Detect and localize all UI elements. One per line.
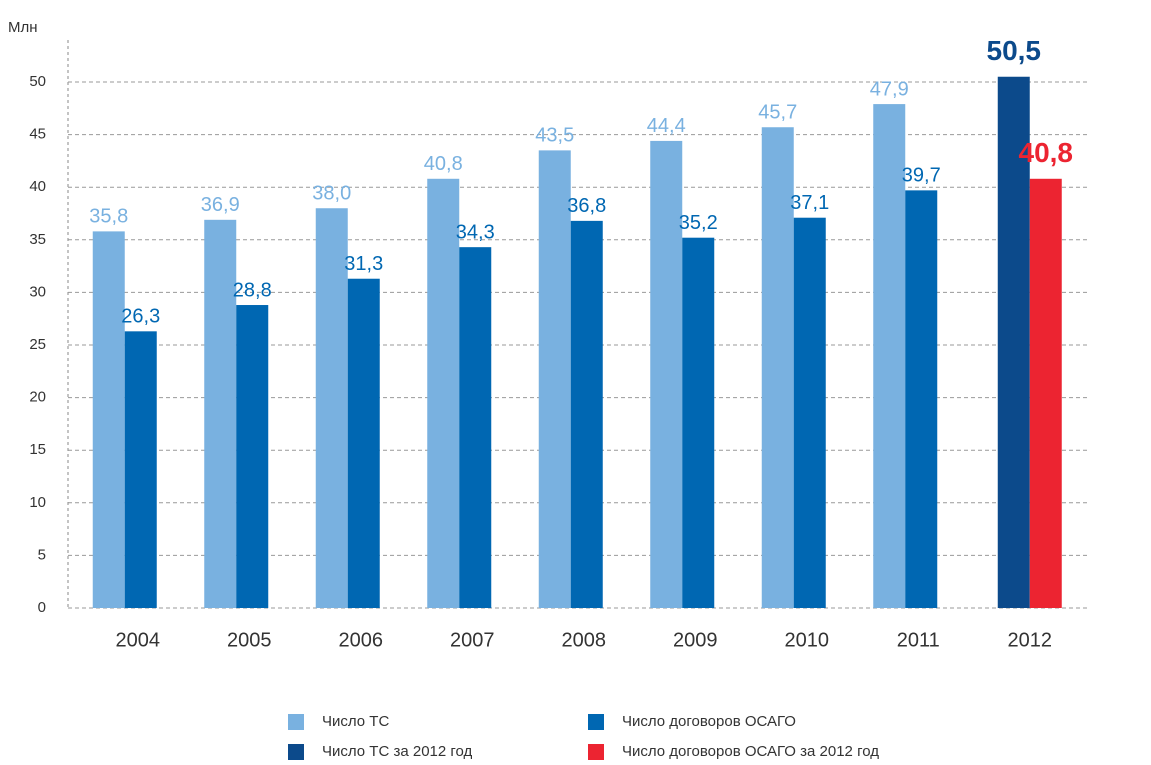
- y-axis-label: Млн: [8, 19, 38, 36]
- legend-label: Число ТС за 2012 год: [322, 743, 473, 760]
- y-tick-label: 5: [38, 546, 46, 563]
- bar: [905, 190, 938, 608]
- value-label: 40,8: [424, 153, 463, 175]
- value-label: 31,3: [344, 253, 383, 275]
- legend-swatch: [588, 744, 604, 760]
- bar: [793, 217, 826, 608]
- value-label: 35,2: [679, 212, 718, 234]
- x-tick-label: 2011: [897, 629, 940, 651]
- value-label: 40,8: [1019, 137, 1074, 168]
- value-label: 28,8: [233, 279, 272, 301]
- y-tick-label: 45: [29, 126, 46, 143]
- bar: [682, 237, 715, 609]
- x-tick-label: 2004: [116, 629, 161, 651]
- value-label: 47,9: [870, 78, 909, 100]
- value-label: 36,8: [567, 195, 606, 217]
- value-label: 45,7: [758, 102, 797, 124]
- legend-label: Число ТС: [322, 713, 389, 730]
- bar: [997, 76, 1030, 609]
- x-tick-label: 2006: [339, 629, 384, 651]
- legend-label: Число договоров ОСАГО: [622, 713, 796, 730]
- x-tick-label: 2007: [450, 629, 495, 651]
- legend-swatch: [288, 714, 304, 730]
- x-tick-label: 2010: [785, 629, 830, 651]
- y-tick-label: 25: [29, 336, 46, 353]
- y-tick-label: 40: [29, 178, 46, 195]
- value-label: 39,7: [902, 165, 941, 187]
- value-label: 26,3: [121, 306, 160, 328]
- x-tick-label: 2005: [227, 629, 272, 651]
- x-tick-label: 2012: [1008, 629, 1053, 651]
- bar: [1029, 178, 1062, 608]
- legend-swatch: [288, 744, 304, 760]
- value-label: 44,4: [647, 115, 686, 137]
- legend-swatch: [588, 714, 604, 730]
- bar: [347, 278, 380, 608]
- bar: [761, 127, 794, 609]
- bar: [459, 247, 492, 608]
- bar: [650, 140, 683, 609]
- y-tick-label: 35: [29, 231, 46, 248]
- value-label: 38,0: [312, 183, 351, 205]
- value-label: 43,5: [535, 125, 574, 147]
- value-label: 50,5: [987, 35, 1042, 66]
- value-label: 36,9: [201, 194, 240, 216]
- y-tick-label: 50: [29, 73, 46, 90]
- y-tick-label: 15: [29, 441, 46, 458]
- bar: [538, 150, 571, 608]
- bar: [873, 104, 906, 608]
- x-tick-label: 2009: [673, 629, 718, 651]
- bar: [92, 231, 125, 608]
- bar: [570, 220, 603, 608]
- value-label: 35,8: [89, 206, 128, 228]
- y-tick-label: 30: [29, 283, 46, 300]
- y-tick-label: 0: [38, 599, 46, 616]
- value-label: 34,3: [456, 221, 495, 243]
- bar: [204, 219, 237, 608]
- value-label: 37,1: [790, 192, 829, 214]
- bar: [427, 178, 460, 608]
- y-tick-label: 10: [29, 494, 46, 511]
- bar: [124, 331, 157, 608]
- bar: [236, 305, 269, 608]
- x-tick-label: 2008: [562, 629, 607, 651]
- bar: [315, 208, 348, 609]
- y-tick-label: 20: [29, 389, 46, 406]
- legend-label: Число договоров ОСАГО за 2012 год: [622, 743, 879, 760]
